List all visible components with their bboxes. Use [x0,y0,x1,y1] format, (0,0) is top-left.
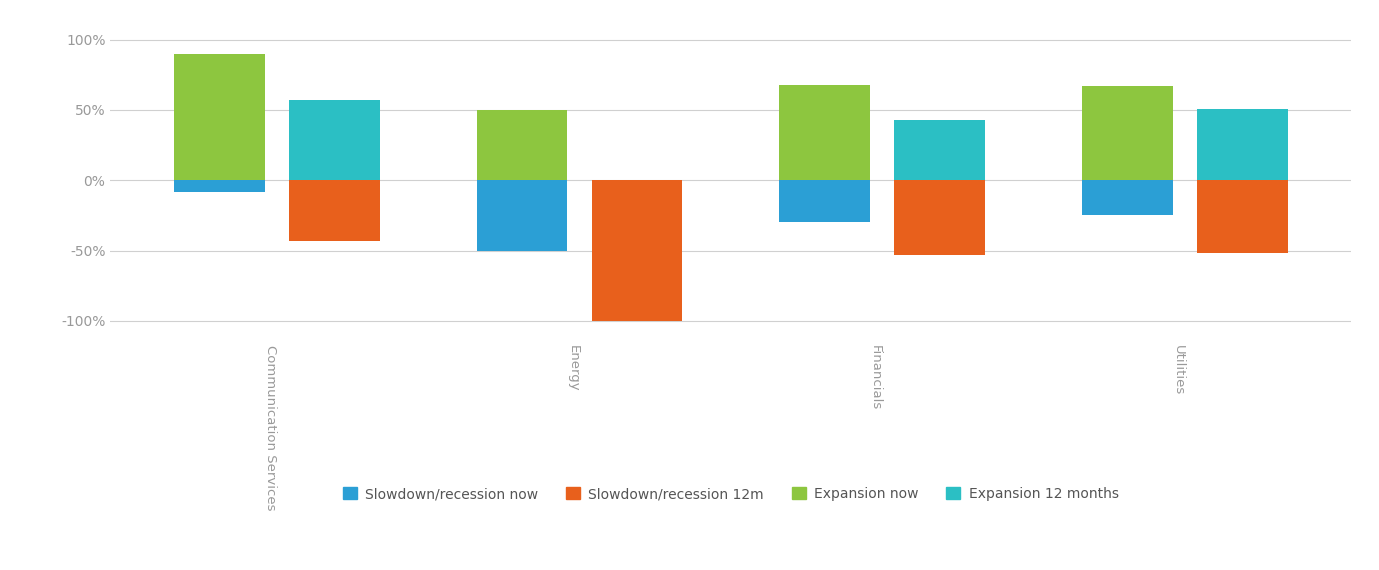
Legend: Slowdown/recession now, Slowdown/recession 12m, Expansion now, Expansion 12 mont: Slowdown/recession now, Slowdown/recessi… [343,487,1118,501]
Bar [174,54,265,180]
Bar [174,180,265,192]
Text: Energy: Energy [567,345,579,392]
Text: Financials: Financials [869,345,883,410]
Bar [477,180,567,251]
Text: Utilities: Utilities [1172,345,1185,395]
Bar [477,110,567,180]
Bar [895,180,985,255]
Bar [290,100,379,180]
Bar [290,180,379,241]
Bar [1197,180,1288,254]
Bar [779,180,870,222]
Bar [779,85,870,180]
Bar [1197,108,1288,180]
Bar [1083,180,1172,215]
Bar [1083,86,1172,180]
Bar [592,180,683,321]
Bar [895,120,985,180]
Text: Communication Services: Communication Services [263,345,277,510]
